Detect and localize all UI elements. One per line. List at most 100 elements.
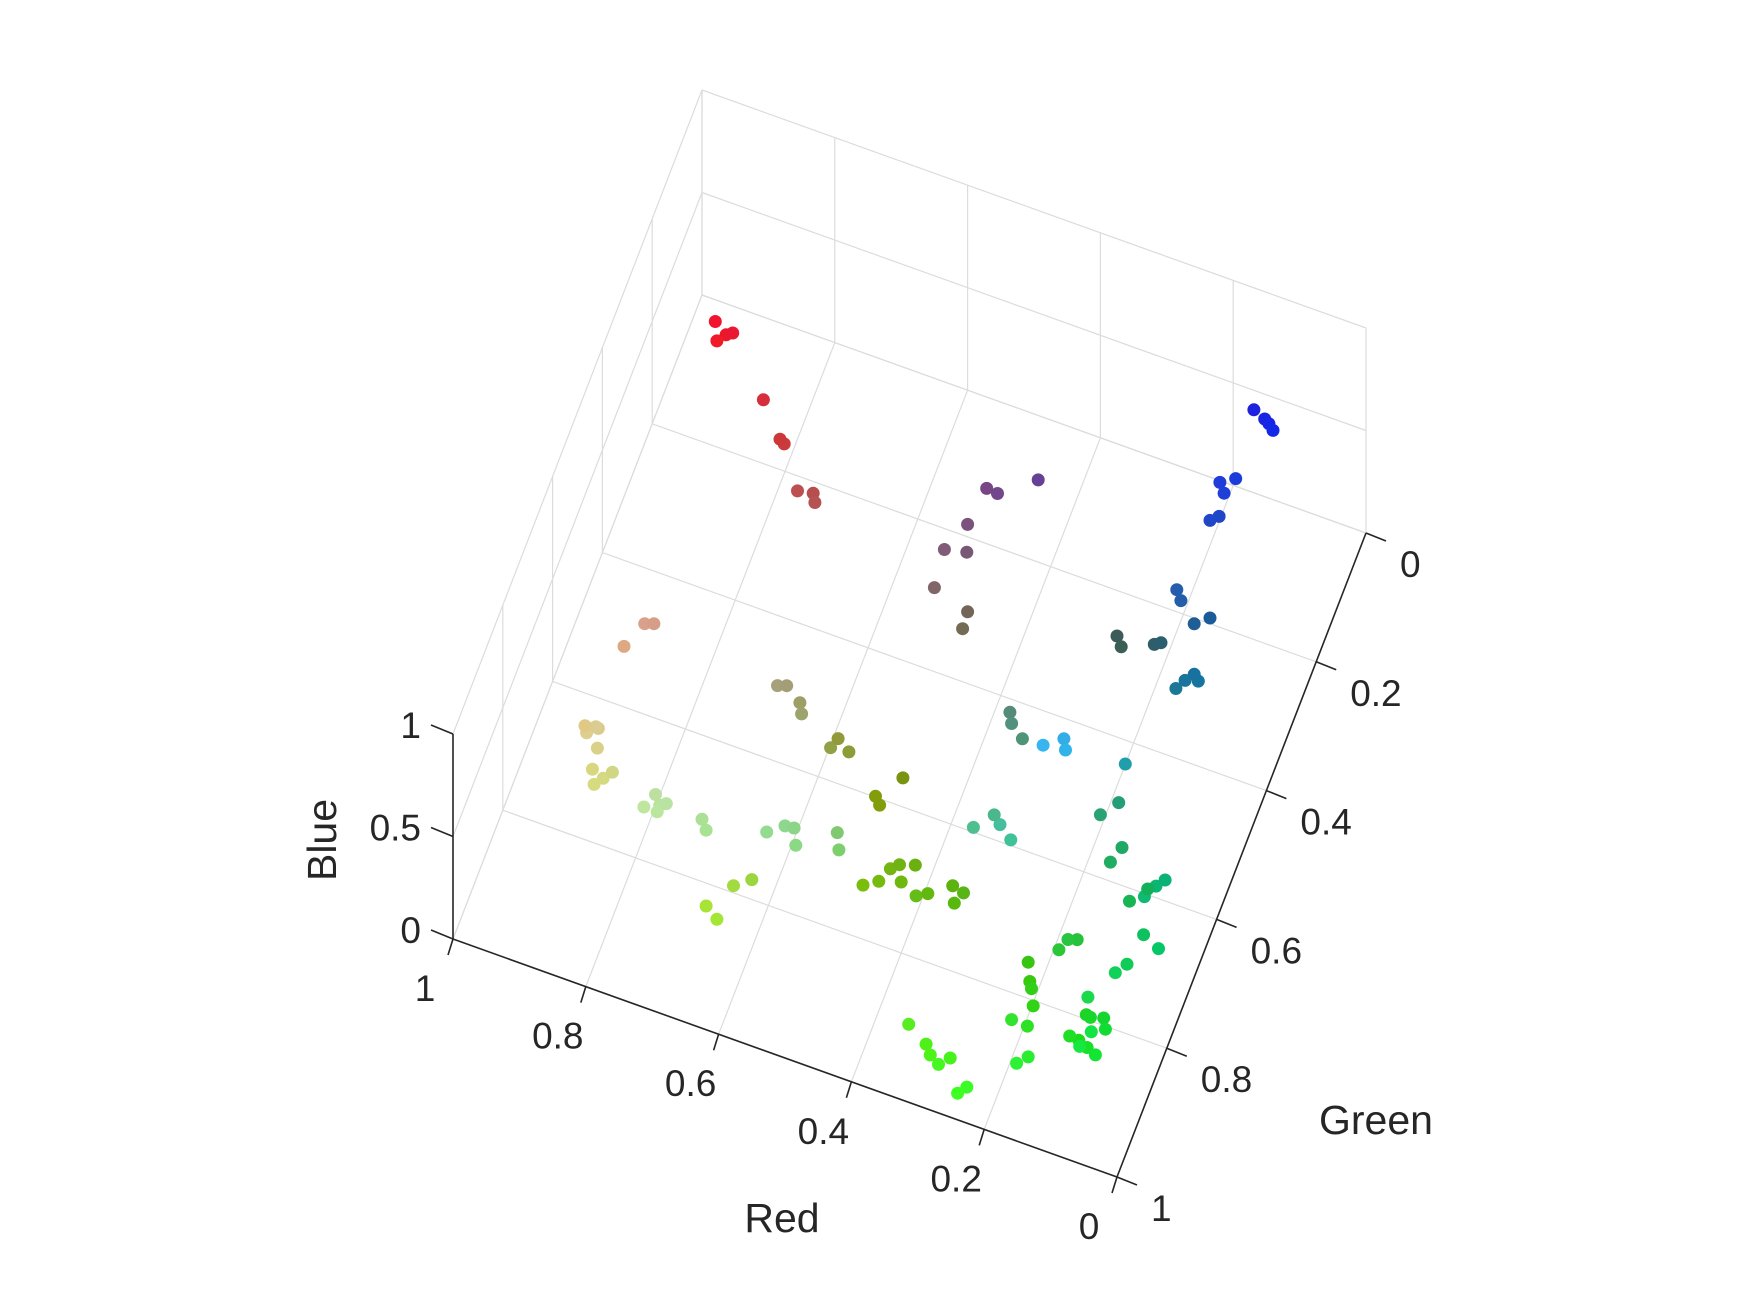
data-point <box>587 777 601 791</box>
red-axis-label: Red <box>744 1195 819 1241</box>
data-point <box>745 873 759 887</box>
point-layer <box>578 315 1280 1100</box>
data-point <box>1203 513 1217 527</box>
data-point <box>1103 855 1117 869</box>
data-point <box>659 797 673 811</box>
data-point <box>1003 705 1017 719</box>
data-point <box>1170 583 1184 597</box>
data-point <box>1084 1025 1098 1039</box>
data-point <box>1097 1011 1111 1025</box>
data-point <box>991 487 1004 500</box>
grid-line-leftwall-blue-2 <box>452 89 703 735</box>
data-point <box>596 771 610 785</box>
data-point <box>1187 667 1201 681</box>
data-point <box>1021 955 1035 969</box>
label-layer: 0 0.2 0.4 0.6 0.8 1 0 0.2 0.4 0.6 0.8 1 0 0.5 1 Red Gree… <box>299 544 1433 1247</box>
data-point <box>831 732 845 746</box>
data-point <box>921 887 935 901</box>
data-point <box>1061 933 1075 946</box>
data-point <box>727 879 740 893</box>
data-point <box>987 808 1001 822</box>
data-point <box>1005 1013 1019 1027</box>
data-point <box>946 879 960 893</box>
red-tick-4 <box>580 986 587 1003</box>
data-point <box>902 1017 916 1031</box>
data-point <box>1098 1022 1112 1036</box>
data-point <box>1217 486 1231 500</box>
data-point <box>756 393 770 407</box>
data-point <box>795 707 809 721</box>
data-point <box>1052 943 1066 957</box>
red-tick-label-5: 1 <box>415 968 436 1009</box>
data-point <box>787 821 801 835</box>
data-point <box>649 788 662 801</box>
data-point <box>1154 636 1168 650</box>
green-axis-label: Green <box>1319 1097 1433 1143</box>
data-point <box>1137 928 1151 942</box>
data-point <box>1118 757 1132 771</box>
data-point <box>1004 833 1018 847</box>
data-point <box>650 805 664 819</box>
grid-layer <box>452 89 1367 1178</box>
red-axis-line <box>452 938 1118 1178</box>
grid-line-backwall-blue-1 <box>701 191 1367 432</box>
green-tick-label-0: 0 <box>1400 544 1421 585</box>
data-point <box>1025 982 1038 996</box>
data-point <box>771 679 784 693</box>
data-point <box>605 765 619 779</box>
blue-tick-label-0: 0 <box>400 910 421 951</box>
data-point <box>1020 1019 1034 1033</box>
grid-line-floor-green-3 <box>552 680 1217 920</box>
data-point <box>960 1080 974 1094</box>
data-point <box>638 617 652 631</box>
grid-line-leftwall-blue-0 <box>452 294 703 940</box>
data-point <box>1266 423 1280 437</box>
data-point <box>1083 1010 1097 1024</box>
data-point <box>710 334 724 348</box>
red-tick-3 <box>712 1033 720 1051</box>
data-point <box>1120 957 1134 971</box>
green-tick-4 <box>1166 1047 1188 1057</box>
red-tick-label-1: 0.2 <box>930 1158 981 1199</box>
data-point <box>961 517 975 531</box>
data-point <box>1114 640 1128 654</box>
data-point <box>993 818 1007 832</box>
data-point <box>1112 796 1126 810</box>
data-point <box>894 875 908 889</box>
data-point <box>1015 732 1029 746</box>
data-point <box>1073 1039 1087 1053</box>
red-tick-0 <box>1111 1176 1118 1194</box>
red-tick-label-2: 0.4 <box>798 1111 849 1152</box>
data-point <box>726 326 740 340</box>
data-point <box>832 843 846 857</box>
data-point <box>585 762 599 776</box>
data-point <box>617 639 631 653</box>
data-point <box>1010 1056 1024 1070</box>
data-point <box>1093 808 1107 822</box>
grid-line-backwall-blue-2 <box>701 89 1367 329</box>
data-point <box>773 432 787 446</box>
red-tick-label-3: 0.6 <box>665 1063 716 1104</box>
data-point <box>789 838 803 852</box>
blue-tick-label-2: 1 <box>400 705 421 746</box>
data-point <box>647 617 661 631</box>
data-point <box>1178 673 1192 687</box>
data-point <box>1115 841 1129 854</box>
data-point <box>937 543 951 556</box>
data-point <box>699 899 713 913</box>
data-point <box>578 719 592 733</box>
data-point <box>956 622 970 636</box>
blue-tick-1 <box>430 826 454 838</box>
data-point <box>1031 473 1045 487</box>
data-point <box>1005 717 1019 730</box>
data-point <box>966 820 980 834</box>
data-point <box>908 858 922 872</box>
green-tick-1 <box>1315 661 1337 671</box>
blue-axis-label: Blue <box>299 799 345 881</box>
data-point <box>1108 966 1122 980</box>
green-axis-line <box>1116 532 1367 1178</box>
data-point <box>842 745 856 759</box>
data-point <box>951 1086 965 1100</box>
data-point <box>590 741 604 755</box>
